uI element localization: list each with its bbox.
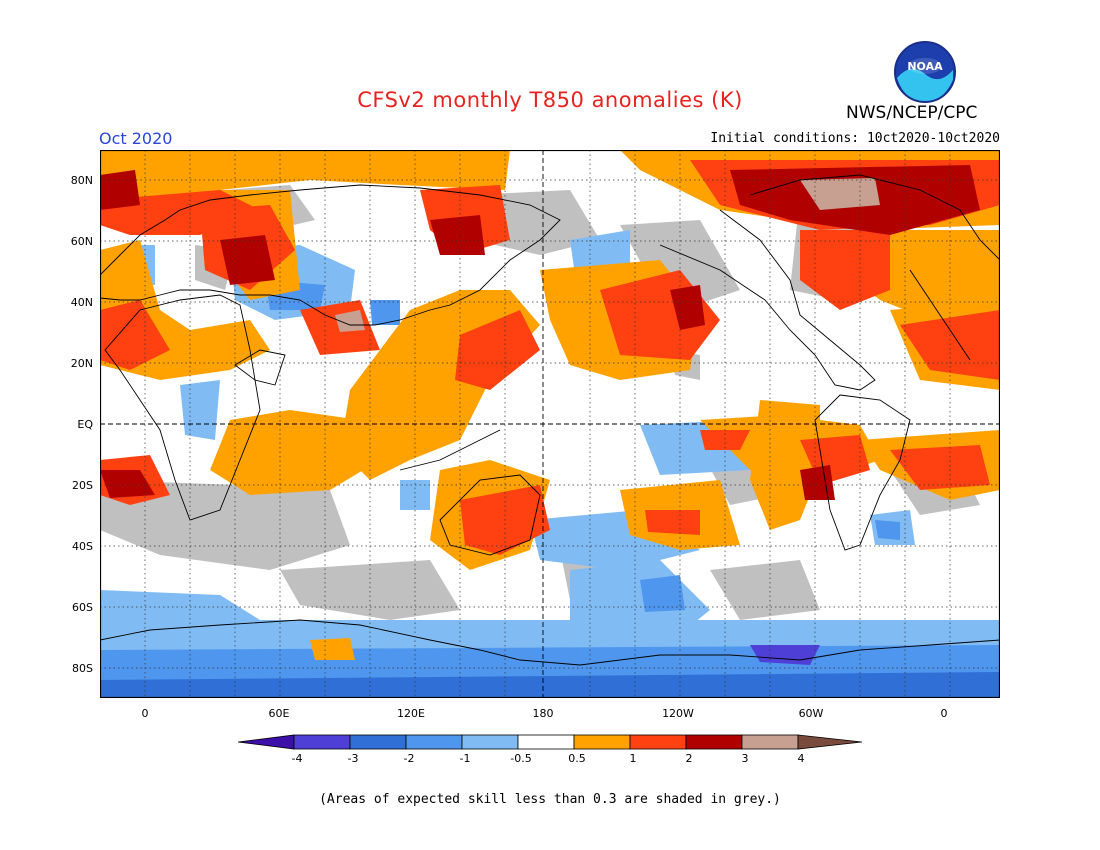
agency-label: NWS/NCEP/CPC	[846, 103, 978, 123]
map-frame	[100, 150, 1000, 698]
colorbar-swatch-10	[797, 734, 862, 750]
colorbar-label-0-5: 0.5	[568, 752, 586, 765]
colorbar-label-minus2: -2	[403, 752, 415, 765]
lat-label-40s: 40S	[72, 540, 93, 553]
lat-label-40n: 40N	[70, 296, 93, 309]
colorbar-swatch-0	[238, 734, 295, 750]
colorbar-swatch-4	[461, 734, 519, 750]
colorbar-label-minus1: -1	[459, 752, 471, 765]
colorbar-label-minus0-5: -0.5	[510, 752, 532, 765]
colorbar-swatch-6	[573, 734, 631, 750]
colorbar	[238, 734, 862, 750]
anomaly-map	[100, 150, 1000, 698]
colorbar-swatch-9	[741, 734, 799, 750]
colorbar-label-minus4: -4	[291, 752, 303, 765]
map-gridlines	[100, 150, 1000, 698]
coastlines	[100, 174, 1000, 666]
colorbar-label-minus3: -3	[347, 752, 359, 765]
colorbar-label-1: 1	[629, 752, 637, 765]
lon-label-60w: 60W	[798, 707, 824, 720]
lat-label-eq: EQ	[77, 418, 93, 431]
colorbar-label-3: 3	[741, 752, 749, 765]
colorbar-label-2: 2	[685, 752, 693, 765]
colorbar-label-4: 4	[797, 752, 805, 765]
lat-label-80s: 80S	[72, 662, 93, 675]
valid-month-label: Oct 2020	[99, 129, 173, 148]
lat-label-20n: 20N	[70, 357, 93, 370]
colorbar-swatch-3	[405, 734, 463, 750]
chart-title: CFSv2 monthly T850 anomalies (K)	[357, 88, 743, 112]
skill-caption: (Areas of expected skill less than 0.3 a…	[319, 792, 781, 807]
lon-label-0: 0	[141, 707, 149, 720]
lat-label-60n: 60N	[70, 235, 93, 248]
lat-label-80n: 80N	[70, 174, 93, 187]
noaa-logo: NOAA	[894, 41, 956, 103]
lon-label-120e: 120E	[397, 707, 425, 720]
lat-label-60s: 60S	[72, 601, 93, 614]
initial-conditions-label: Initial conditions: 10ct2020-10ct2020	[710, 131, 1000, 146]
colorbar-swatch-5	[517, 734, 575, 750]
lon-label-120w: 120W	[662, 707, 694, 720]
colorbar-swatch-7	[629, 734, 687, 750]
colorbar-swatch-2	[349, 734, 407, 750]
svg-text:NOAA: NOAA	[907, 60, 943, 73]
lon-label-180: 180	[532, 707, 554, 720]
lon-label-60e: 60E	[268, 707, 290, 720]
colorbar-swatch-1	[293, 734, 351, 750]
lon-label-0-east: 0	[940, 707, 948, 720]
lat-label-20s: 20S	[72, 479, 93, 492]
colorbar-swatch-8	[685, 734, 743, 750]
